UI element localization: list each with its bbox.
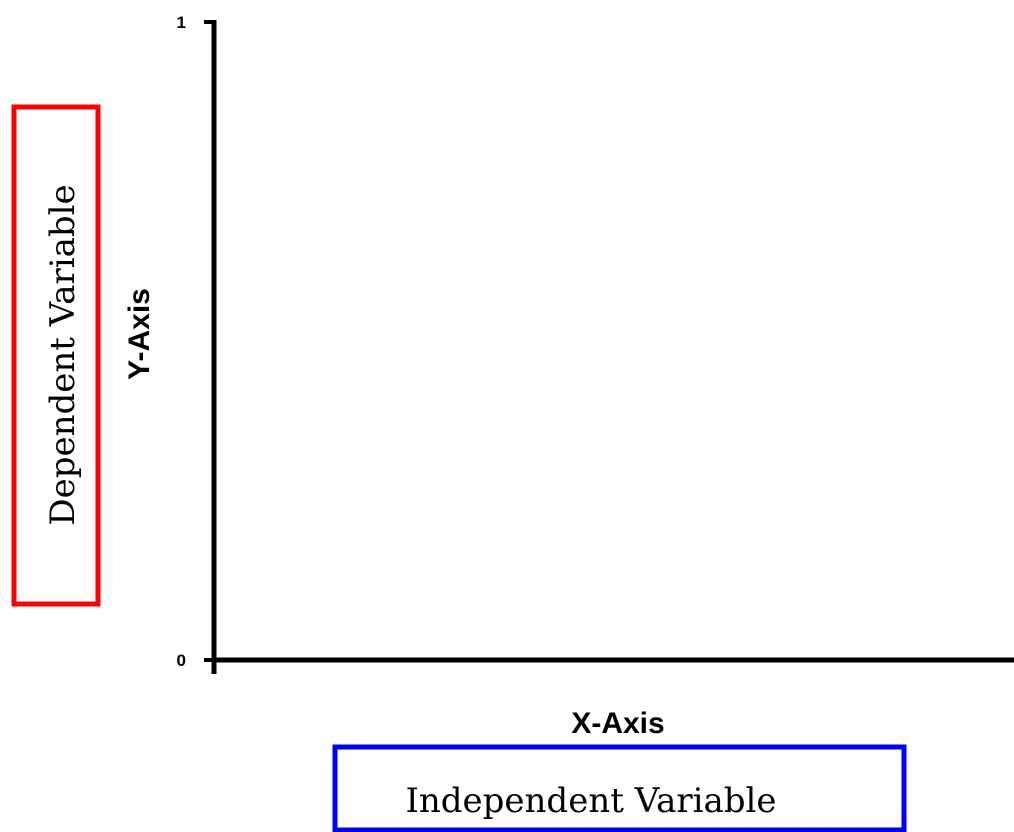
dependent-variable-label: Dependent Variable — [43, 184, 83, 525]
y-axis-title: Y-Axis — [123, 288, 156, 380]
dependent-variable-box — [11, 104, 101, 607]
y-tick-label-1: 1 — [177, 13, 186, 32]
x-axis-title: X-Axis — [571, 707, 664, 740]
independent-variable-label: Independent Variable — [405, 781, 776, 821]
y-tick-label-0: 0 — [177, 651, 186, 670]
independent-variable-box — [332, 744, 907, 832]
